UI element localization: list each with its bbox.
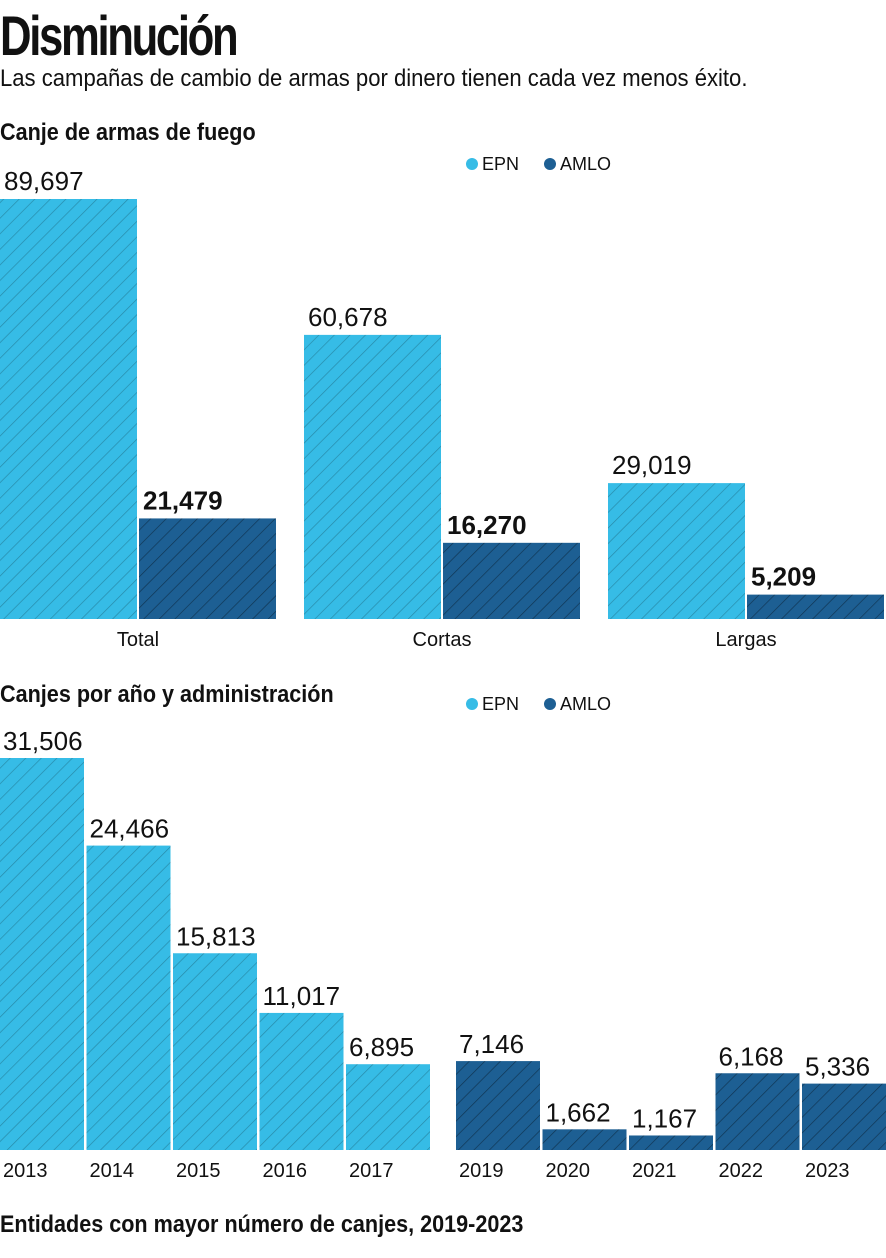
value-label-2014: 24,466 [90, 814, 170, 844]
bar-largas-epn [608, 483, 745, 619]
chart2-legend-epn-swatch [466, 698, 478, 710]
bar-2019-amlo [456, 1061, 540, 1150]
value-label-largas-amlo: 5,209 [751, 562, 816, 592]
bar-cortas-amlo [443, 542, 580, 619]
year-label-2017: 2017 [349, 1160, 394, 1182]
value-label-2023: 5,336 [805, 1052, 870, 1082]
bar-largas-amlo [747, 594, 884, 619]
bar-total-amlo [139, 518, 276, 619]
value-label-2021: 1,167 [632, 1103, 697, 1133]
bar-2023-amlo [802, 1083, 886, 1150]
bar-2014-epn [86, 845, 171, 1150]
value-label-2015: 15,813 [176, 921, 256, 951]
chart-canjes-por-ano: EPN AMLO 31,506 2013 24,466 2014 15,813 2015 11,… [0, 694, 886, 1182]
year-label-2015: 2015 [176, 1160, 221, 1182]
bar-2022-amlo [715, 1073, 800, 1150]
chart1-legend-amlo-swatch [544, 158, 556, 170]
chart2-legend-epn: EPN [482, 694, 519, 714]
category-label-largas: Largas [715, 629, 776, 651]
chart1-legend-amlo: AMLO [560, 154, 611, 174]
subtitle: Las campañas de cambio de armas por dine… [0, 65, 748, 92]
year-label-2022: 2022 [719, 1160, 764, 1182]
bar-2013-epn [0, 758, 84, 1150]
headline: Disminución [0, 4, 239, 67]
bar-2021-amlo [629, 1135, 713, 1150]
value-label-total-epn: 89,697 [4, 166, 84, 196]
value-label-2020: 1,662 [546, 1097, 611, 1127]
chart-canje-armas: EPN AMLO 89,697 21,479 Total 60,678 16,270 Cort… [0, 154, 884, 651]
chart2-legend-amlo-swatch [544, 698, 556, 710]
year-label-2023: 2023 [805, 1160, 850, 1182]
year-label-2014: 2014 [90, 1160, 135, 1182]
year-label-2013: 2013 [3, 1160, 48, 1182]
value-label-largas-epn: 29,019 [612, 450, 692, 480]
year-label-2020: 2020 [546, 1160, 591, 1182]
value-label-total-amlo: 21,479 [143, 485, 223, 515]
year-label-2021: 2021 [632, 1160, 677, 1182]
year-label-2019: 2019 [459, 1160, 504, 1182]
next-section-title: Entidades con mayor número de canjes, 20… [0, 1211, 524, 1238]
value-label-2016: 11,017 [263, 981, 341, 1011]
bar-2020-amlo [542, 1129, 627, 1150]
value-label-cortas-epn: 60,678 [308, 302, 388, 332]
category-label-cortas: Cortas [413, 629, 472, 651]
value-label-2013: 31,506 [3, 726, 83, 756]
year-label-2016: 2016 [263, 1160, 308, 1182]
bar-total-epn [0, 199, 137, 619]
chart2-legend-amlo: AMLO [560, 694, 611, 714]
bar-2016-epn [259, 1012, 344, 1150]
chart1-title: Canje de armas de fuego [0, 119, 256, 146]
chart1-legend-epn-swatch [466, 158, 478, 170]
value-label-2019: 7,146 [459, 1029, 524, 1059]
category-label-total: Total [117, 629, 159, 651]
chart1-legend-epn: EPN [482, 154, 519, 174]
chart2-title: Canjes por año y administración [0, 681, 334, 708]
value-label-cortas-amlo: 16,270 [447, 510, 527, 540]
bar-2017-epn [346, 1064, 430, 1150]
value-label-2017: 6,895 [349, 1032, 414, 1062]
bar-2015-epn [173, 953, 257, 1150]
bar-cortas-epn [304, 334, 441, 619]
value-label-2022: 6,168 [719, 1041, 784, 1071]
